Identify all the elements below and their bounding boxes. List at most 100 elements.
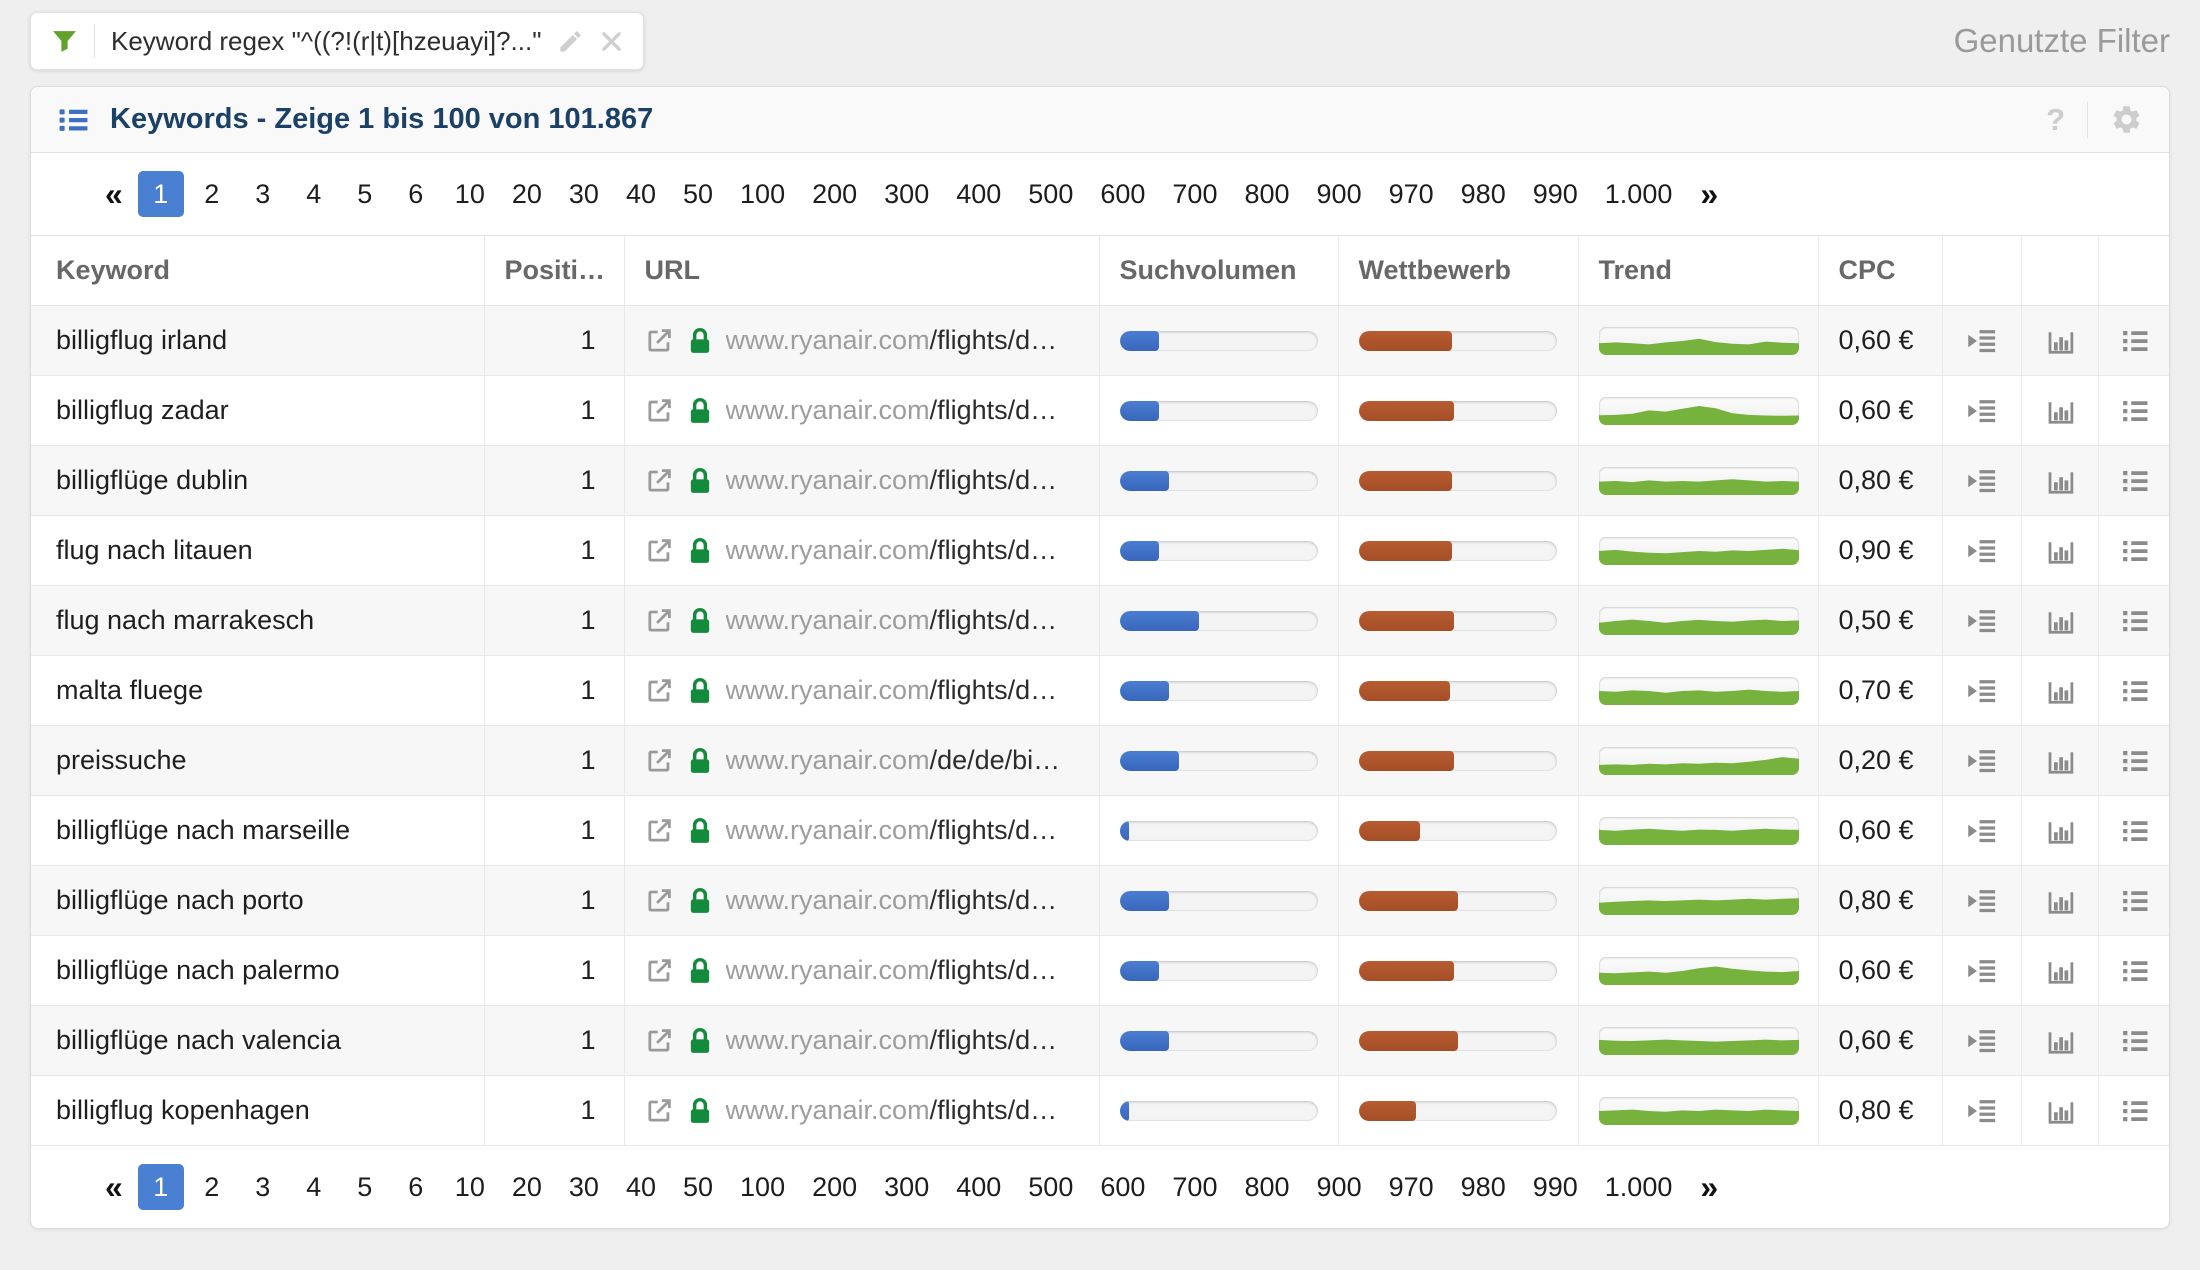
pagination-page-5[interactable]: 5 (357, 178, 373, 209)
bullet-list-icon[interactable] (2120, 606, 2150, 636)
url-link[interactable]: www.ryanair.com/flights/d… (725, 1095, 1058, 1125)
pagination-page-900[interactable]: 900 (1316, 1171, 1362, 1202)
indent-list-icon[interactable] (1967, 466, 1997, 496)
pagination-page-30[interactable]: 30 (568, 178, 599, 209)
external-link-icon[interactable] (645, 326, 674, 355)
help-icon[interactable]: ? (2046, 101, 2065, 137)
external-link-icon[interactable] (645, 746, 674, 775)
bullet-list-icon[interactable] (2120, 1026, 2150, 1056)
pagination-page-970[interactable]: 970 (1388, 178, 1434, 209)
url-link[interactable]: www.ryanair.com/flights/d… (725, 885, 1058, 915)
pagination-page-900[interactable]: 900 (1316, 178, 1362, 209)
pagination-page-300[interactable]: 300 (884, 1171, 930, 1202)
external-link-icon[interactable] (645, 466, 674, 495)
external-link-icon[interactable] (645, 1096, 674, 1125)
pagination-page-30[interactable]: 30 (568, 1171, 599, 1202)
pagination-next[interactable]: » (1700, 1168, 1718, 1205)
pagination-page-400[interactable]: 400 (956, 1171, 1002, 1202)
bullet-list-icon[interactable] (2120, 746, 2150, 776)
pagination-page-800[interactable]: 800 (1244, 178, 1290, 209)
bullet-list-icon[interactable] (2120, 326, 2150, 356)
url-link[interactable]: www.ryanair.com/flights/d… (725, 1025, 1058, 1055)
bar-chart-icon[interactable] (2045, 606, 2075, 636)
pagination-page-4[interactable]: 4 (306, 178, 322, 209)
pagination-page-700[interactable]: 700 (1172, 1171, 1218, 1202)
bullet-list-icon[interactable] (2120, 1096, 2150, 1126)
pagination-page-2[interactable]: 2 (204, 1171, 220, 1202)
external-link-icon[interactable] (645, 676, 674, 705)
pagination-page-500[interactable]: 500 (1028, 1171, 1074, 1202)
pagination-page-200[interactable]: 200 (812, 1171, 858, 1202)
pagination-page-50[interactable]: 50 (682, 178, 714, 209)
pagination-page-800[interactable]: 800 (1244, 1171, 1290, 1202)
url-link[interactable]: www.ryanair.com/flights/d… (725, 465, 1058, 495)
external-link-icon[interactable] (645, 396, 674, 425)
pagination-page-40[interactable]: 40 (625, 178, 656, 209)
bar-chart-icon[interactable] (2045, 956, 2075, 986)
external-link-icon[interactable] (645, 956, 674, 985)
pagination-page-980[interactable]: 980 (1460, 178, 1506, 209)
url-link[interactable]: www.ryanair.com/flights/d… (725, 395, 1058, 425)
indent-list-icon[interactable] (1967, 956, 1997, 986)
url-link[interactable]: www.ryanair.com/flights/d… (725, 815, 1058, 845)
bar-chart-icon[interactable] (2045, 536, 2075, 566)
bullet-list-icon[interactable] (2120, 536, 2150, 566)
pagination-page-6[interactable]: 6 (408, 178, 424, 209)
pagination-page-6[interactable]: 6 (408, 1171, 424, 1202)
indent-list-icon[interactable] (1967, 886, 1997, 916)
bar-chart-icon[interactable] (2045, 1096, 2075, 1126)
external-link-icon[interactable] (645, 536, 674, 565)
indent-list-icon[interactable] (1967, 396, 1997, 426)
pagination-page-10[interactable]: 10 (454, 1171, 485, 1202)
pagination-page-970[interactable]: 970 (1388, 1171, 1434, 1202)
pagination-page-3[interactable]: 3 (255, 1171, 271, 1202)
pagination-page-600[interactable]: 600 (1100, 178, 1146, 209)
bar-chart-icon[interactable] (2045, 886, 2075, 916)
bar-chart-icon[interactable] (2045, 326, 2075, 356)
indent-list-icon[interactable] (1967, 746, 1997, 776)
pagination-page-2[interactable]: 2 (204, 178, 220, 209)
active-filter-chip[interactable]: Keyword regex "^((?!(r|t)[hzeuayi]?..." (30, 12, 645, 70)
pagination-page-600[interactable]: 600 (1100, 1171, 1146, 1202)
bar-chart-icon[interactable] (2045, 466, 2075, 496)
url-link[interactable]: www.ryanair.com/flights/d… (725, 955, 1058, 985)
pagination-prev[interactable]: « (105, 1168, 123, 1205)
pagination-page-1.000[interactable]: 1.000 (1604, 178, 1673, 209)
url-link[interactable]: www.ryanair.com/flights/d… (725, 605, 1058, 635)
pagination-page-700[interactable]: 700 (1172, 178, 1218, 209)
bullet-list-icon[interactable] (2120, 886, 2150, 916)
edit-filter-pencil-icon[interactable] (557, 28, 584, 55)
bullet-list-icon[interactable] (2120, 466, 2150, 496)
indent-list-icon[interactable] (1967, 676, 1997, 706)
pagination-page-4[interactable]: 4 (306, 1171, 322, 1202)
external-link-icon[interactable] (645, 606, 674, 635)
pagination-page-50[interactable]: 50 (682, 1171, 714, 1202)
pagination-page-990[interactable]: 990 (1532, 178, 1578, 209)
external-link-icon[interactable] (645, 816, 674, 845)
pagination-page-100[interactable]: 100 (740, 1171, 786, 1202)
pagination-page-400[interactable]: 400 (956, 178, 1002, 209)
pagination-page-3[interactable]: 3 (255, 178, 271, 209)
indent-list-icon[interactable] (1967, 536, 1997, 566)
bar-chart-icon[interactable] (2045, 816, 2075, 846)
bullet-list-icon[interactable] (2120, 676, 2150, 706)
bullet-list-icon[interactable] (2120, 956, 2150, 986)
external-link-icon[interactable] (645, 1026, 674, 1055)
pagination-page-990[interactable]: 990 (1532, 1171, 1578, 1202)
pagination-page-40[interactable]: 40 (625, 1171, 656, 1202)
bar-chart-icon[interactable] (2045, 1026, 2075, 1056)
external-link-icon[interactable] (645, 886, 674, 915)
indent-list-icon[interactable] (1967, 606, 1997, 636)
pagination-page-300[interactable]: 300 (884, 178, 930, 209)
bullet-list-icon[interactable] (2120, 816, 2150, 846)
pagination-page-100[interactable]: 100 (740, 178, 786, 209)
bar-chart-icon[interactable] (2045, 396, 2075, 426)
pagination-page-980[interactable]: 980 (1460, 1171, 1506, 1202)
pagination-page-20[interactable]: 20 (511, 1171, 542, 1202)
pagination-page-5[interactable]: 5 (357, 1171, 373, 1202)
url-link[interactable]: www.ryanair.com/flights/d… (725, 675, 1058, 705)
pagination-next[interactable]: » (1700, 175, 1718, 212)
pagination-page-1.000[interactable]: 1.000 (1604, 1171, 1673, 1202)
pagination-page-10[interactable]: 10 (454, 178, 485, 209)
indent-list-icon[interactable] (1967, 816, 1997, 846)
